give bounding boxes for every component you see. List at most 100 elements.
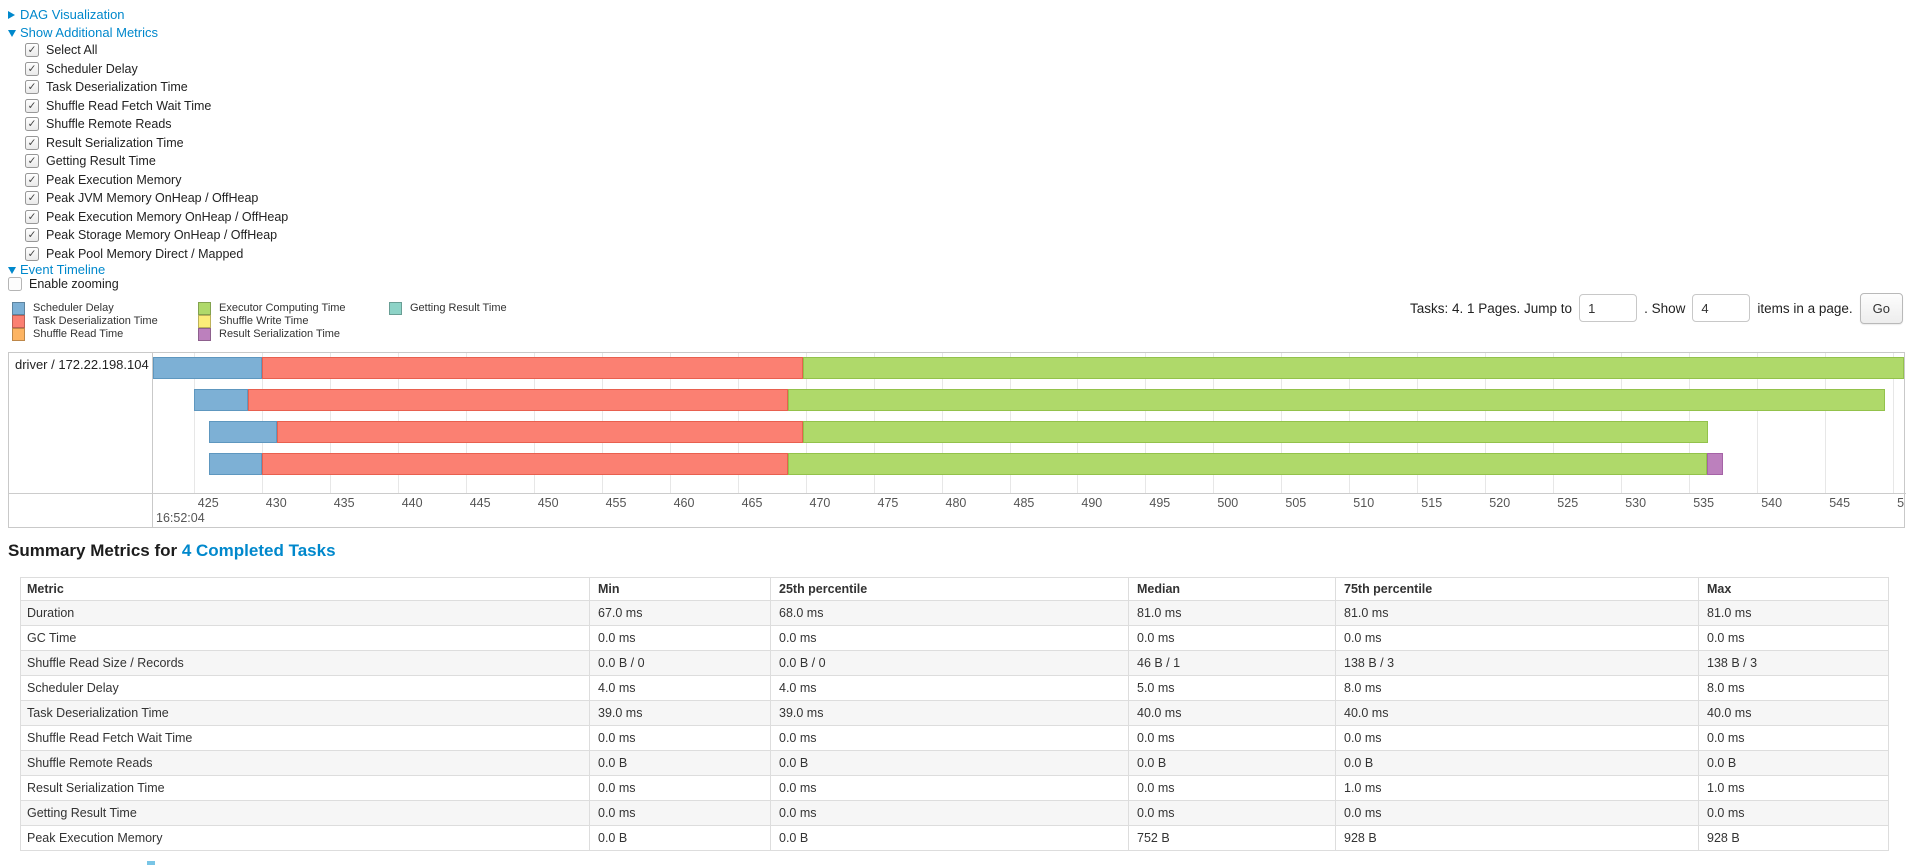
items-per-page-input[interactable] xyxy=(1692,294,1751,322)
metric-checkbox[interactable]: ✓ xyxy=(25,172,39,187)
table-cell: Getting Result Time xyxy=(20,800,590,826)
table-cell: GC Time xyxy=(20,625,590,651)
metric-checkbox-row: ✓ Peak Pool Memory Direct / Mapped xyxy=(25,245,288,264)
metric-checkbox-label: Select All xyxy=(46,43,98,58)
task-bar-scheduler-delay-segment[interactable] xyxy=(193,389,249,411)
table-cell: 40.0 ms xyxy=(1698,700,1889,726)
table-cell: 39.0 ms xyxy=(589,700,771,726)
table-row: Duration 67.0 ms 68.0 ms 81.0 ms 81.0 ms 81.0… xyxy=(20,600,1889,626)
metric-checkbox[interactable]: ✓ xyxy=(25,154,39,169)
metric-checkbox-row: ✓ Task Deserialization Time xyxy=(25,78,288,97)
show-additional-metrics-toggle[interactable]: Show Additional Metrics xyxy=(8,25,158,40)
table-cell: Task Deserialization Time xyxy=(20,700,590,726)
task-bar-task-deserialization-segment[interactable] xyxy=(248,389,788,411)
table-cell: 0.0 B xyxy=(770,750,1129,776)
table-cell: 46 B / 1 xyxy=(1128,650,1336,676)
timeline-axis-tick-label: 445 xyxy=(469,496,491,510)
timeline-axis-tick-label: 435 xyxy=(333,496,355,510)
jump-to-page-input[interactable] xyxy=(1579,294,1638,322)
dag-visualization-label[interactable]: DAG Visualization xyxy=(20,7,125,22)
metric-checkbox[interactable]: ✓ xyxy=(25,61,39,76)
legend-label: Task Deserialization Time xyxy=(33,315,158,328)
table-cell: 0.0 ms xyxy=(589,725,771,751)
table-cell: Result Serialization Time xyxy=(20,775,590,801)
table-cell: 0.0 ms xyxy=(770,800,1129,826)
legend-item: Result Serialization Time xyxy=(198,327,346,341)
task-bar-task-deserialization-segment[interactable] xyxy=(261,357,803,379)
executor-computing-legend-swatch-icon xyxy=(198,301,211,315)
table-row: GC Time 0.0 ms 0.0 ms 0.0 ms 0.0 ms 0.0 ms xyxy=(20,625,1889,651)
event-timeline-toggle[interactable]: Event Timeline xyxy=(8,262,105,277)
timeline-axis-tick-label: 425 xyxy=(197,496,219,510)
metric-checkbox[interactable]: ✓ xyxy=(25,117,39,132)
table-cell: 0.0 B xyxy=(1128,750,1336,776)
timeline-grid-line xyxy=(1893,353,1895,493)
timeline-axis-tick-label: 465 xyxy=(741,496,763,510)
metric-checkbox[interactable]: ✓ xyxy=(25,43,39,58)
timeline-axis-tick-label: 535 xyxy=(1693,496,1715,510)
metric-checkbox[interactable]: ✓ xyxy=(25,80,39,95)
table-cell: 0.0 ms xyxy=(770,725,1129,751)
summary-title-text: Summary Metrics for xyxy=(8,541,182,560)
task-bar-task-deserialization-segment[interactable] xyxy=(261,453,788,475)
metric-checkbox[interactable]: ✓ xyxy=(25,98,39,113)
timeline-axis-tick-label: 450 xyxy=(537,496,559,510)
table-cell: 0.0 ms xyxy=(1128,725,1336,751)
completed-tasks-link[interactable]: 4 Completed Tasks xyxy=(181,541,336,560)
task-bar-executor-computing-segment[interactable] xyxy=(802,421,1709,443)
go-button[interactable]: Go xyxy=(1859,292,1903,324)
timeline-axis-tick-label: 500 xyxy=(1217,496,1239,510)
result-serialization-legend-swatch-icon xyxy=(198,327,211,341)
table-row: Task Deserialization Time 39.0 ms 39.0 ms 4… xyxy=(20,700,1889,726)
timeline-axis-tick-label: 545 xyxy=(1829,496,1851,510)
task-bar-executor-computing-segment[interactable] xyxy=(787,389,1885,411)
show-additional-metrics-label[interactable]: Show Additional Metrics xyxy=(20,25,159,40)
table-row: Scheduler Delay 4.0 ms 4.0 ms 5.0 ms 8.0 ms 8… xyxy=(20,675,1889,701)
metric-checkbox-label: Scheduler Delay xyxy=(46,61,138,76)
table-header-cell: Max xyxy=(1698,577,1889,601)
task-bar-scheduler-delay-segment[interactable] xyxy=(208,421,277,443)
timeline-axis-tick-label: 485 xyxy=(1013,496,1035,510)
metric-checkbox[interactable]: ✓ xyxy=(25,191,39,206)
legend-item: Task Deserialization Time xyxy=(12,314,158,328)
enable-zooming-row: Enable zooming xyxy=(8,277,119,291)
table-header-row: Metric Min 25th percentile Median 75th perce… xyxy=(20,577,1889,601)
timeline-axis-tick-label: 495 xyxy=(1149,496,1171,510)
metric-checkbox[interactable]: ✓ xyxy=(25,135,39,150)
timeline-axis-tick-label: 480 xyxy=(945,496,967,510)
timeline-grid-line xyxy=(193,353,195,493)
timeline-grid-line xyxy=(1757,353,1759,493)
enable-zooming-checkbox[interactable] xyxy=(8,277,22,291)
task-bar-executor-computing-segment[interactable] xyxy=(787,453,1707,475)
task-bar-result-serialization-segment[interactable] xyxy=(1706,453,1724,475)
timeline-legend-column: Getting Result Time xyxy=(389,301,507,315)
legend-label: Executor Computing Time xyxy=(219,302,346,315)
table-cell: Shuffle Read Size / Records xyxy=(20,650,590,676)
task-bar-scheduler-delay-segment[interactable] xyxy=(208,453,262,475)
task-bar-scheduler-delay-segment[interactable] xyxy=(153,357,262,379)
legend-item: Scheduler Delay xyxy=(12,301,158,315)
timeline-axis-tick-label: 460 xyxy=(673,496,695,510)
timeline-axis-tick-label: 475 xyxy=(877,496,899,510)
table-cell: 4.0 ms xyxy=(770,675,1129,701)
task-bar-task-deserialization-segment[interactable] xyxy=(276,421,803,443)
table-header-cell: Min xyxy=(589,577,771,601)
table-cell: 0.0 ms xyxy=(1335,625,1699,651)
table-header-cell: 25th percentile xyxy=(770,577,1129,601)
table-cell: 0.0 B xyxy=(770,825,1129,851)
task-bar-executor-computing-segment[interactable] xyxy=(802,357,1904,379)
metric-checkbox[interactable]: ✓ xyxy=(25,209,39,224)
table-cell: 138 B / 3 xyxy=(1335,650,1699,676)
event-timeline-label[interactable]: Event Timeline xyxy=(20,262,106,277)
legend-label: Shuffle Write Time xyxy=(219,315,309,328)
metric-checkbox[interactable]: ✓ xyxy=(25,246,39,261)
dag-visualization-toggle[interactable]: DAG Visualization xyxy=(8,7,125,22)
timeline-axis-tick-label: 515 xyxy=(1421,496,1443,510)
table-cell: 0.0 ms xyxy=(770,625,1129,651)
table-cell: 0.0 ms xyxy=(1335,725,1699,751)
summary-metrics-table: Metric Min 25th percentile Median 75th perce… xyxy=(20,577,1889,851)
metric-checkbox-label: Result Serialization Time xyxy=(46,135,184,150)
metric-checkbox[interactable]: ✓ xyxy=(25,228,39,243)
metric-checkbox-row: ✓ Peak Storage Memory OnHeap / OffHeap xyxy=(25,226,288,245)
table-cell: 928 B xyxy=(1335,825,1699,851)
